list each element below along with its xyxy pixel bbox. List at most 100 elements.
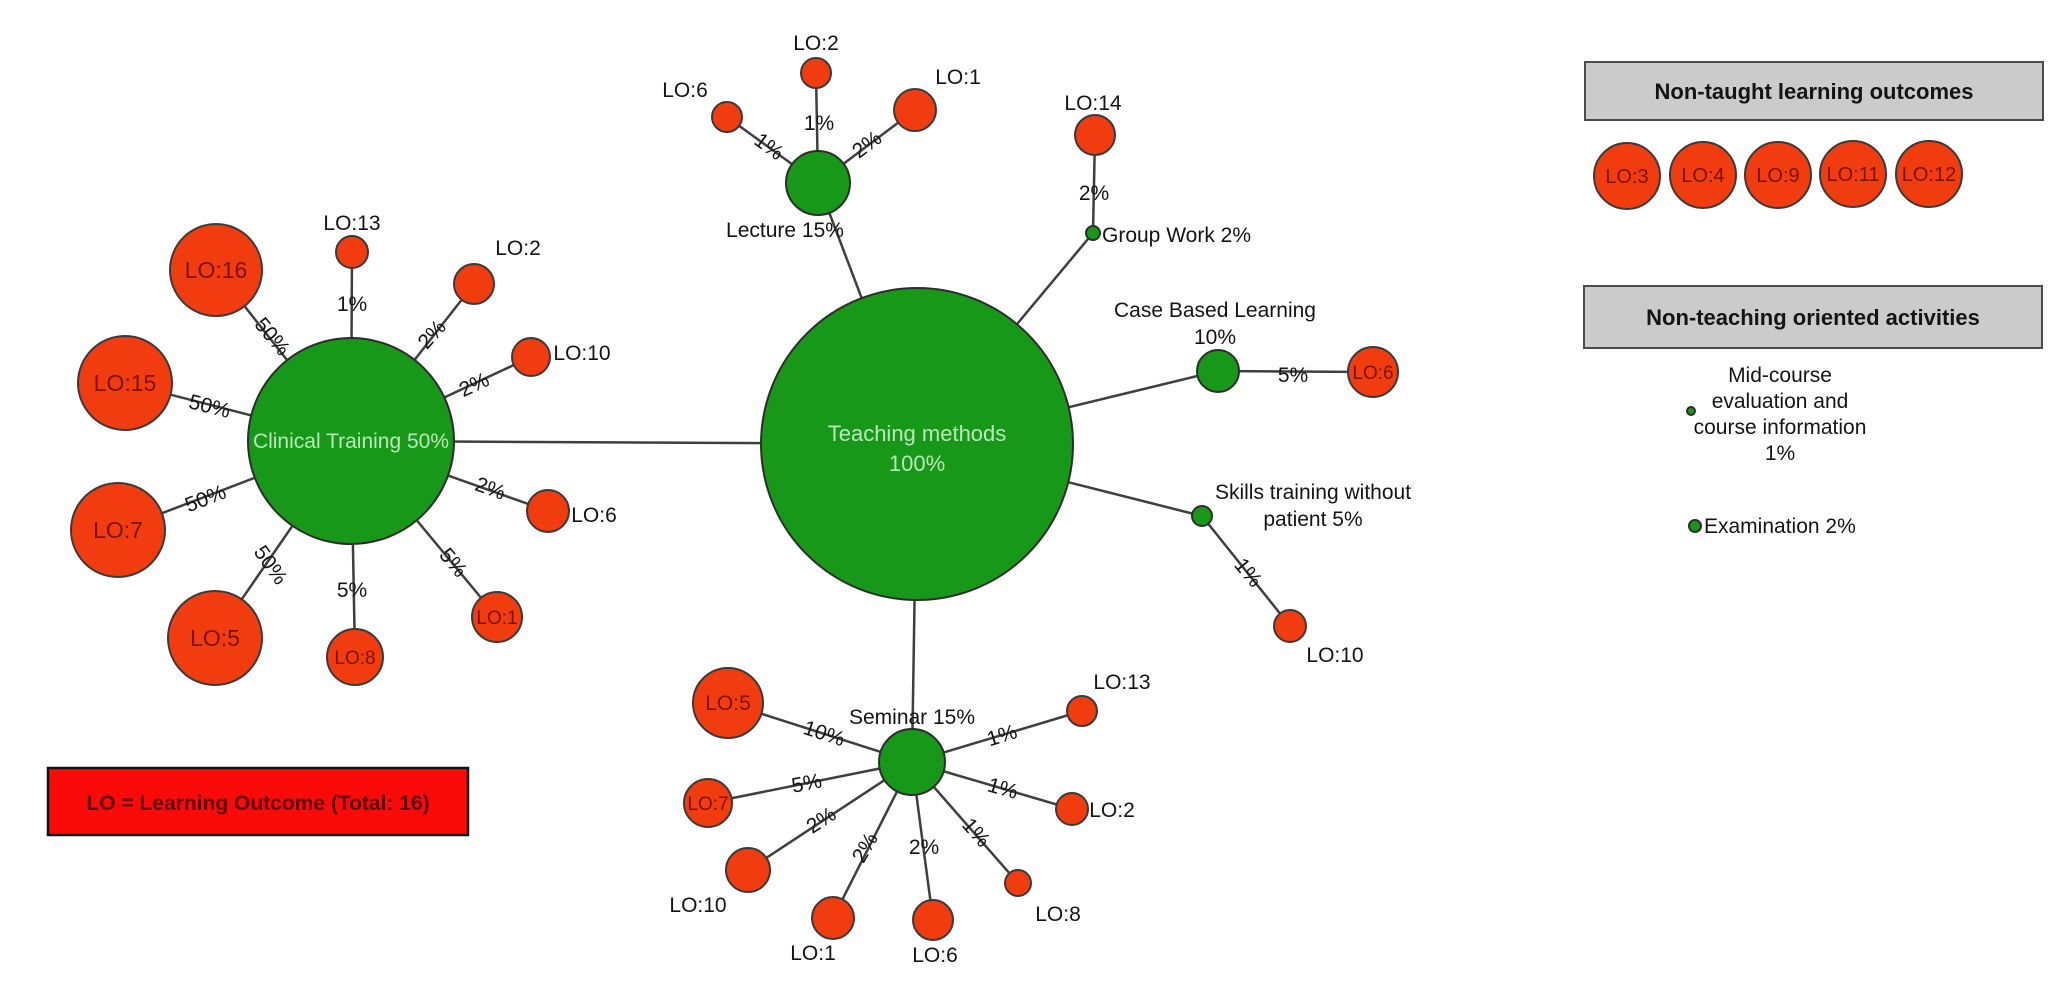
- clinical-lo5-pct: 50%: [249, 541, 292, 589]
- lecture-lo2-pct: 1%: [804, 112, 834, 135]
- node-skills-lo10: [1273, 609, 1307, 643]
- mid-course-line3: course information: [1694, 416, 1867, 439]
- hub-label-line1: Teaching methods: [828, 421, 1007, 446]
- node-nontaught-lo11: [1819, 140, 1887, 208]
- seminar-label: Seminar 15%: [849, 706, 975, 729]
- clinical-lo6-label: LO:6: [571, 504, 617, 527]
- clinical-lo13-label: LO:13: [323, 212, 380, 235]
- nontaught-lo4-label: LO:4: [1681, 165, 1724, 187]
- node-seminar-lo10: [725, 847, 771, 893]
- node-clinical-lo16: [169, 223, 263, 317]
- skills-lo10-pct: 1%: [1229, 554, 1266, 592]
- nontaught-lo3-label: LO:3: [1605, 166, 1648, 188]
- node-clinical-lo1: [471, 591, 523, 643]
- node-groupwork-lo14: [1074, 114, 1116, 156]
- seminar-lo10-label: LO:10: [669, 894, 726, 917]
- node-teaching-methods: [760, 287, 1074, 601]
- node-seminar-lo2: [1055, 792, 1089, 826]
- node-mid-course-dot: [1686, 406, 1696, 416]
- seminar-lo2-pct: 1%: [985, 774, 1021, 804]
- lecture-lo6-pct: 1%: [750, 129, 788, 165]
- clinical-lo15-label: LO:15: [94, 370, 157, 396]
- lecture-label: Lecture 15%: [726, 219, 844, 242]
- red-nodes: [70, 57, 1399, 941]
- seminar-lo1-pct: 2%: [848, 829, 883, 867]
- mid-course-line2: evaluation and: [1712, 390, 1849, 413]
- seminar-lo10-pct: 2%: [802, 803, 840, 839]
- clinical-label: Clinical Training 50%: [253, 430, 449, 453]
- node-seminar-lo5: [692, 667, 764, 739]
- legend-box: [46, 766, 470, 837]
- node-seminar-lo8: [1004, 869, 1032, 897]
- node-case-based-learning: [1196, 349, 1240, 393]
- seminar-lo6-label: LO:6: [912, 944, 958, 967]
- mid-course-line1: Mid-course: [1728, 364, 1832, 387]
- lecture-lo2-label: LO:2: [793, 32, 839, 55]
- node-lecture-lo6: [711, 101, 743, 133]
- legend-text: LO = Learning Outcome (Total: 16): [86, 792, 429, 815]
- node-lecture-lo1: [893, 88, 937, 132]
- edge-skills-lo10: [1201, 515, 1291, 627]
- node-clinical-lo8: [326, 628, 384, 686]
- edge-seminar-lo7: [707, 760, 913, 805]
- node-lecture-lo2: [800, 57, 832, 89]
- groupwork-label: Group Work 2%: [1102, 224, 1251, 247]
- hub-label-line2: 100%: [889, 451, 945, 476]
- skills-lo10-label: LO:10: [1306, 644, 1363, 667]
- clinical-lo1-label: LO:1: [476, 608, 517, 629]
- seminar-lo7-label: LO:7: [687, 794, 728, 815]
- seminar-lo5-label: LO:5: [705, 692, 751, 715]
- lecture-lo1-label: LO:1: [935, 66, 981, 89]
- clinical-lo2-label: LO:2: [495, 237, 541, 260]
- clinical-lo10-pct: 2%: [456, 368, 493, 402]
- node-examination-dot: [1688, 519, 1702, 533]
- node-seminar-lo6: [912, 899, 954, 941]
- clinical-lo13-pct: 1%: [337, 293, 367, 316]
- node-nontaught-lo3: [1593, 142, 1661, 210]
- node-clinical-lo15: [77, 335, 173, 431]
- clinical-lo8-pct: 5%: [337, 579, 367, 602]
- casebased-label-line1: Case Based Learning: [1114, 299, 1316, 322]
- node-nontaught-lo9: [1744, 141, 1812, 209]
- green-nodes: [247, 150, 1240, 796]
- node-clinical-lo5: [167, 590, 263, 686]
- clinical-lo5-label: LO:5: [190, 625, 240, 651]
- seminar-lo13-pct: 1%: [984, 720, 1020, 751]
- non-teaching-header-box: [1583, 285, 2043, 349]
- groupwork-lo14-label: LO:14: [1064, 92, 1122, 115]
- node-skills-training: [1191, 505, 1213, 527]
- node-casebased-lo6: [1347, 346, 1399, 398]
- seminar-lo7-pct: 5%: [790, 769, 824, 797]
- casebased-label-line2: 10%: [1194, 326, 1236, 349]
- mid-course-line4: 1%: [1765, 442, 1795, 465]
- node-seminar: [878, 728, 946, 796]
- node-lecture: [785, 150, 851, 216]
- nontaught-lo9-label: LO:9: [1756, 165, 1799, 187]
- node-nontaught-lo12: [1895, 140, 1963, 208]
- seminar-lo5-pct: 10%: [800, 716, 847, 751]
- seminar-lo13-label: LO:13: [1093, 671, 1150, 694]
- node-clinical-lo7: [70, 482, 166, 578]
- node-clinical-lo10: [511, 337, 551, 377]
- seminar-lo8-label: LO:8: [1035, 903, 1081, 926]
- groupwork-lo14-pct: 2%: [1079, 182, 1109, 205]
- node-clinical-lo13: [335, 235, 369, 269]
- node-clinical-training: [247, 337, 455, 545]
- clinical-lo7-label: LO:7: [93, 517, 143, 543]
- clinical-lo8-label: LO:8: [334, 648, 375, 669]
- node-seminar-lo7: [683, 778, 733, 828]
- panel-non-teaching: Non-teaching oriented activities Mid-cou…: [1583, 285, 2043, 538]
- node-clinical-lo6: [526, 489, 570, 533]
- non-taught-header-box: [1584, 61, 2044, 121]
- nontaught-lo11-label: LO:11: [1827, 164, 1880, 186]
- examination-label: Examination 2%: [1704, 515, 1856, 538]
- casebased-lo6-label: LO:6: [1352, 363, 1393, 384]
- skills-label-line2: patient 5%: [1263, 508, 1362, 531]
- lecture-lo6-label: LO:6: [662, 79, 708, 102]
- clinical-lo7-pct: 50%: [182, 481, 229, 518]
- non-taught-title: Non-taught learning outcomes: [1655, 79, 1974, 104]
- clinical-lo6-pct: 2%: [472, 473, 508, 505]
- node-seminar-lo13: [1066, 695, 1098, 727]
